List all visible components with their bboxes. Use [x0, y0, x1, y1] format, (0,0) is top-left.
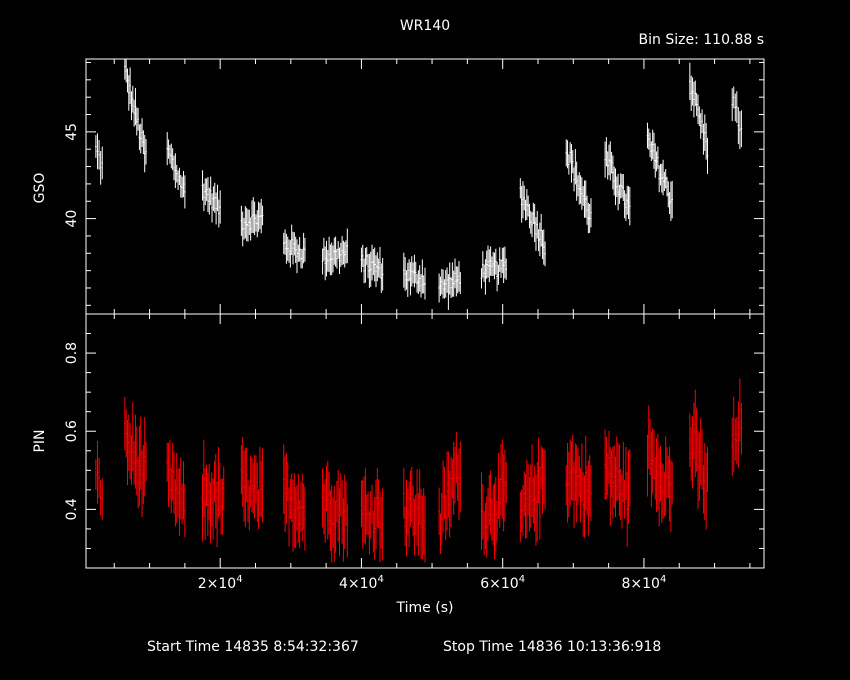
x-tick-mantissa: 2×10: [198, 576, 236, 592]
y-tick-label: 0.6: [64, 420, 80, 442]
pin-axis-label: PIN: [32, 429, 48, 452]
x-tick-mantissa: 6×10: [480, 576, 518, 592]
gso-data-points: [95, 59, 743, 310]
x-tick-exponent: 4: [236, 574, 242, 585]
x-tick-label: 4×104: [339, 574, 384, 592]
x-tick-exponent: 4: [519, 574, 525, 585]
y-tick-label: 45: [64, 123, 80, 141]
y-tick-label: 0.8: [64, 342, 80, 364]
chart-title: WR140: [400, 18, 450, 34]
x-axis-label: Time (s): [396, 600, 454, 616]
x-tick-mantissa: 8×10: [622, 576, 660, 592]
stop-time-label: Stop Time 14836 10:13:36:918: [443, 639, 661, 655]
y-tick-label: 40: [64, 210, 80, 228]
x-tick-label: 2×104: [198, 574, 243, 592]
bin-size-label: Bin Size: 110.88 s: [639, 32, 764, 48]
y-tick-label: 0.4: [64, 498, 80, 520]
x-tick-exponent: 4: [377, 574, 383, 585]
x-tick-label: 6×104: [480, 574, 525, 592]
pin-data-points: [95, 378, 743, 563]
gso-axis-label: GSO: [32, 173, 48, 204]
gso-panel: 40 45: [64, 58, 765, 315]
x-axis-tick-labels: 2×104 4×104 6×104 8×104: [198, 574, 667, 592]
start-time-label: Start Time 14835 8:54:32:367: [147, 639, 359, 655]
x-tick-mantissa: 4×10: [339, 576, 377, 592]
x-tick-exponent: 4: [660, 574, 666, 585]
panel-frame: [85, 313, 765, 569]
pin-panel: 0.4 0.6 0.8: [64, 313, 765, 569]
x-tick-label: 8×104: [622, 574, 667, 592]
